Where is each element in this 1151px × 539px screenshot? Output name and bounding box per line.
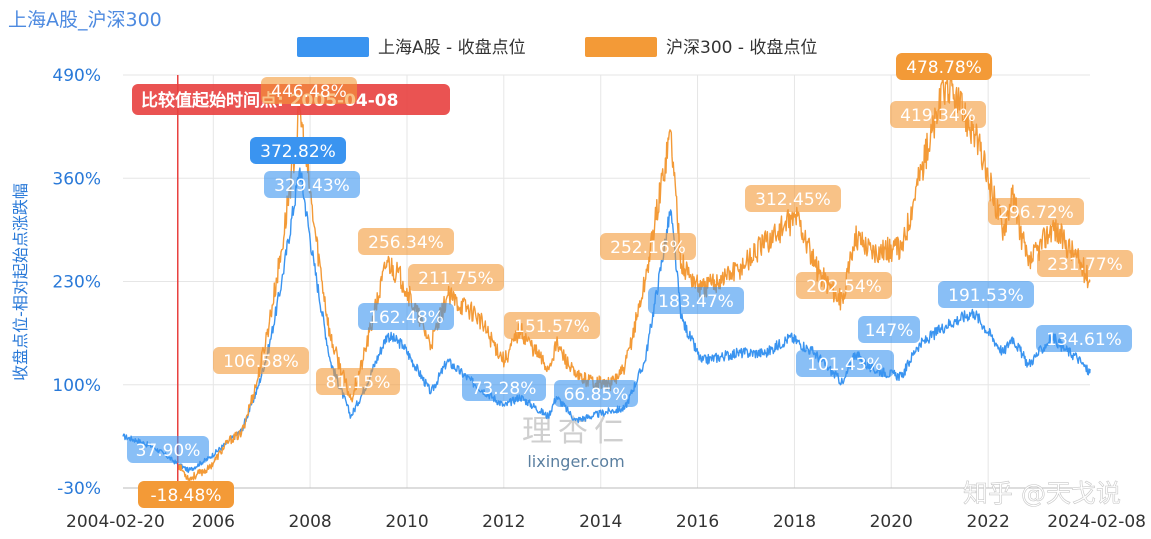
data-label-hs300: -18.48% <box>151 486 222 506</box>
data-label-bg-shanghai <box>127 436 209 463</box>
data-label-bg-hs300 <box>890 101 986 128</box>
data-label-hs300: 256.34% <box>368 233 444 253</box>
legend: 上海A股 - 收盘点位 沪深300 - 收盘点位 <box>297 37 817 58</box>
y-tick-label: 490% <box>52 66 101 86</box>
data-label-shanghai: 73.28% <box>472 379 537 399</box>
x-tick-label: 2006 <box>192 512 235 532</box>
data-label-hs300: 478.78% <box>906 58 982 78</box>
data-label-bg-hs300 <box>358 228 454 255</box>
data-label-bg-hs300 <box>1037 250 1133 277</box>
x-tick-label: 2010 <box>385 512 428 532</box>
data-label-shanghai: 183.47% <box>658 292 734 312</box>
data-label-bg-shanghai <box>462 374 546 401</box>
brand-site-watermark: lixinger.com <box>527 452 624 471</box>
data-label-shanghai: 134.61% <box>1046 330 1122 350</box>
y-tick-label: -30% <box>57 479 101 499</box>
data-label-bg-shanghai <box>1036 325 1132 352</box>
zhihu-watermark: 知乎 @天戈说 <box>963 479 1121 508</box>
data-label-shanghai: 372.82% <box>260 142 336 162</box>
data-label-bg-shanghai <box>554 380 638 407</box>
data-label-bg-hs300 <box>504 312 600 339</box>
data-labels: 37.90% 372.82% 329.43% 162.48% 73.28% 66.85% 1… <box>127 53 1133 508</box>
x-tick-label: 2004-02-20 <box>66 512 165 532</box>
y-tick-label: 360% <box>52 169 101 189</box>
x-tick-label: 2014 <box>579 512 622 532</box>
data-label-bg-hs300 <box>600 233 696 260</box>
legend-swatch-shanghai <box>297 37 369 57</box>
legend-label-hs300: 沪深300 - 收盘点位 <box>666 38 817 58</box>
data-label-bg-hs300 <box>261 77 357 104</box>
data-label-hs300: 211.75% <box>418 269 494 289</box>
brand-watermark: 理杏仁 lixinger.com <box>522 414 625 471</box>
data-label-bg-hs300 <box>988 198 1084 225</box>
data-label-bg-hs300 <box>316 368 400 395</box>
data-label-bg-shanghai <box>250 137 346 164</box>
data-label-shanghai: 162.48% <box>368 308 444 328</box>
data-label-shanghai: 191.53% <box>948 286 1024 306</box>
legend-swatch-hs300 <box>585 37 657 57</box>
data-label-shanghai: 147% <box>865 321 914 341</box>
series-line-hs300 <box>177 73 1091 483</box>
data-label-hs300: 106.58% <box>223 352 299 372</box>
data-label-hs300: 252.16% <box>610 238 686 258</box>
data-label-bg-shanghai <box>938 281 1034 308</box>
x-tick-label: 2008 <box>288 512 331 532</box>
x-tick-label: 2012 <box>482 512 525 532</box>
data-label-bg-hs300 <box>796 272 892 299</box>
data-label-bg-shanghai <box>858 316 920 343</box>
data-label-hs300: 81.15% <box>326 373 391 393</box>
data-label-bg-shanghai <box>264 171 360 198</box>
axes: 490% 360% 230% 100% -30% 2004-02-20 2006 2008 20… <box>52 66 1146 532</box>
data-label-hs300: 419.34% <box>900 106 976 126</box>
data-label-bg-hs300 <box>896 53 992 80</box>
x-tick-label: 2022 <box>967 512 1010 532</box>
y-axis-title: 收盘点位-相对起始点涨跌幅 <box>11 183 30 381</box>
data-label-shanghai: 329.43% <box>274 176 350 196</box>
data-label-bg-hs300 <box>138 481 234 508</box>
data-label-hs300: 231.77% <box>1047 255 1123 275</box>
series-line-shanghai <box>122 167 1091 474</box>
chart-title: 上海A股_沪深300 <box>8 9 162 31</box>
data-label-hs300: 296.72% <box>998 203 1074 223</box>
x-tick-label: 2016 <box>676 512 719 532</box>
data-label-hs300: 202.54% <box>806 277 882 297</box>
data-label-hs300: 151.57% <box>514 317 590 337</box>
data-label-bg-hs300 <box>213 347 309 374</box>
y-tick-label: 100% <box>52 376 101 396</box>
legend-item-hs300[interactable]: 沪深300 - 收盘点位 <box>585 37 817 58</box>
data-label-shanghai: 37.90% <box>136 441 201 461</box>
data-label-bg-shanghai <box>796 350 894 377</box>
y-tick-label: 230% <box>52 273 101 293</box>
data-label-bg-shanghai <box>358 303 454 330</box>
data-label-shanghai: 66.85% <box>564 385 629 405</box>
legend-label-shanghai: 上海A股 - 收盘点位 <box>378 38 526 58</box>
data-label-bg-hs300 <box>745 185 841 212</box>
data-label-hs300: 312.45% <box>755 190 831 210</box>
data-label-shanghai: 101.43% <box>807 355 883 375</box>
legend-item-shanghai[interactable]: 上海A股 - 收盘点位 <box>297 37 526 58</box>
data-label-bg-shanghai <box>648 287 744 314</box>
x-tick-label: 2020 <box>870 512 913 532</box>
data-label-hs300: 446.48% <box>271 82 347 102</box>
x-tick-label: 2024-02-08 <box>1047 512 1146 532</box>
data-label-bg-hs300 <box>408 264 504 291</box>
x-tick-label: 2018 <box>773 512 816 532</box>
